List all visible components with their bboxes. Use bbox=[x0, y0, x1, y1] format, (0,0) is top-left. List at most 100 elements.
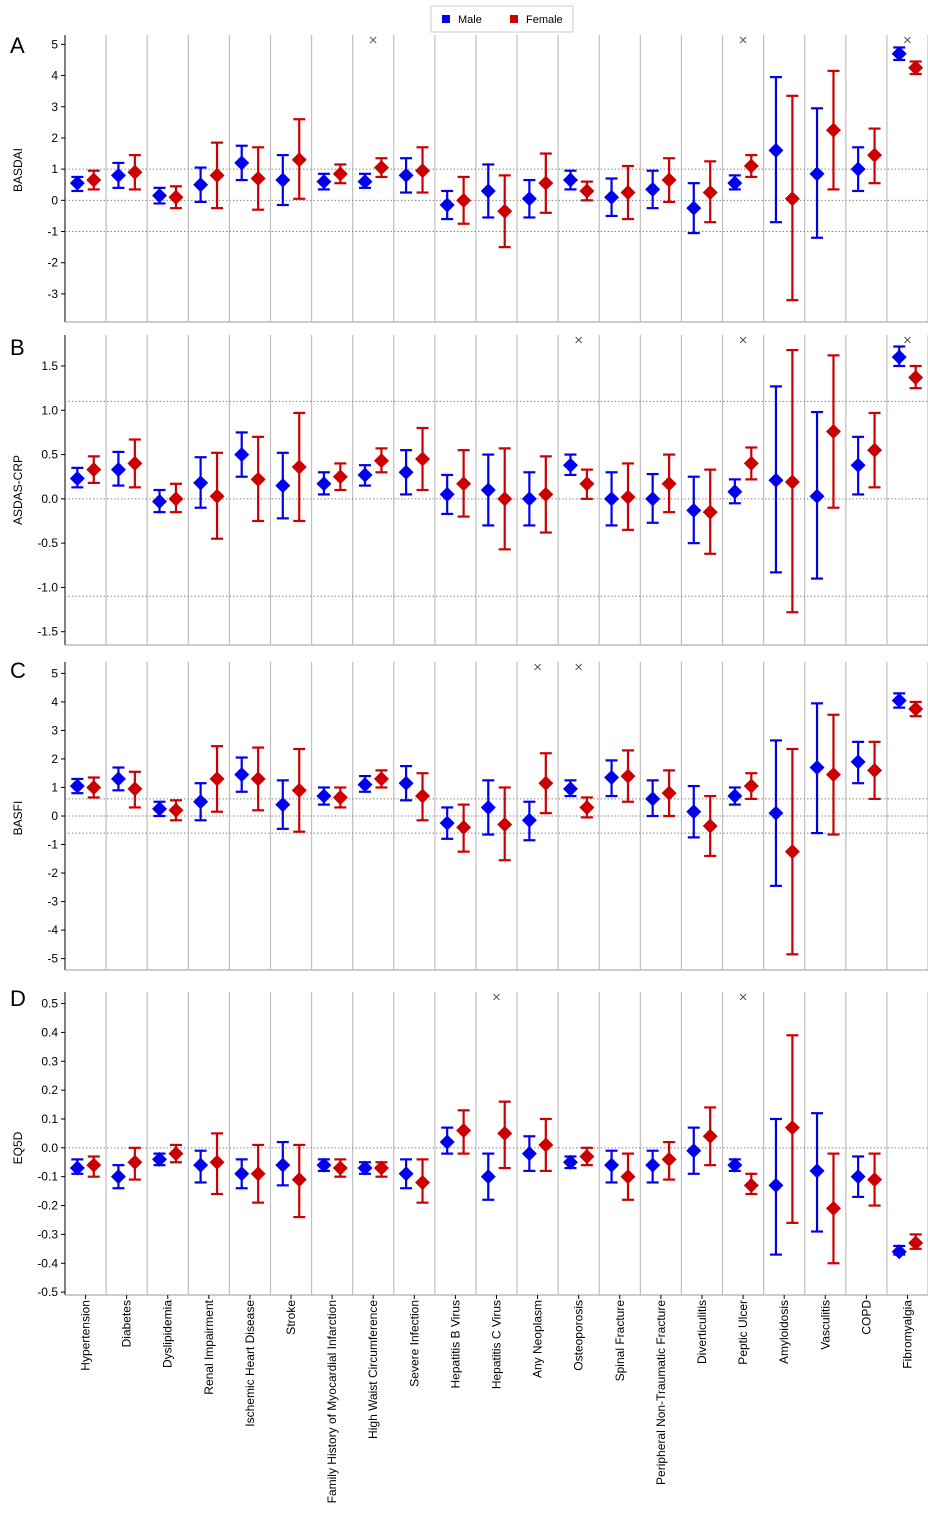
point-male-hepatitis-c-virus bbox=[480, 453, 496, 527]
estimate-diamond bbox=[809, 488, 825, 504]
estimate-diamond bbox=[316, 788, 332, 804]
point-female-osteoporosis bbox=[579, 468, 595, 500]
estimate-diamond bbox=[127, 164, 143, 180]
significance-mark-stroke bbox=[739, 336, 747, 344]
estimate-diamond bbox=[702, 818, 718, 834]
estimate-diamond bbox=[373, 771, 389, 787]
estimate-diamond bbox=[891, 46, 907, 62]
estimate-diamond bbox=[661, 476, 677, 492]
point-male-osteoporosis bbox=[562, 1154, 578, 1170]
point-female-ischemic-heart-disease bbox=[250, 146, 266, 211]
y-tick-label: 0.2 bbox=[41, 1083, 58, 1097]
point-male-high-waist-circumference bbox=[357, 1160, 373, 1176]
y-tick-label: -3 bbox=[47, 895, 58, 909]
estimate-diamond bbox=[415, 163, 431, 179]
estimate-diamond bbox=[209, 771, 225, 787]
y-tick-label: 0.5 bbox=[41, 997, 58, 1011]
x-tick-label-severe-infection: Severe Infection bbox=[407, 1300, 421, 1387]
point-female-spinal-fracture bbox=[620, 1152, 636, 1201]
estimate-diamond bbox=[439, 1134, 455, 1150]
estimate-diamond bbox=[69, 778, 85, 794]
estimate-diamond bbox=[784, 1120, 800, 1136]
panel-letter-d: D bbox=[10, 986, 26, 1011]
estimate-diamond bbox=[661, 785, 677, 801]
significance-mark bbox=[739, 36, 747, 44]
point-male-stroke bbox=[275, 451, 291, 520]
estimate-diamond bbox=[234, 447, 250, 463]
point-female-vasculitis bbox=[825, 1152, 841, 1265]
point-female-family-history-of-myocardial-infarction bbox=[332, 462, 348, 492]
y-tick-label: 0 bbox=[51, 809, 58, 823]
y-axis-label-basdai: BASDAI bbox=[11, 148, 25, 192]
estimate-diamond bbox=[415, 1174, 431, 1190]
y-tick-label: 4 bbox=[51, 69, 58, 83]
point-female-spinal-fracture bbox=[620, 462, 636, 531]
point-female-peptic-ulcer bbox=[743, 446, 759, 481]
estimate-diamond bbox=[521, 1146, 537, 1162]
y-tick-label: -5 bbox=[47, 952, 58, 966]
estimate-diamond bbox=[127, 1154, 143, 1170]
legend-label-male: Male bbox=[458, 14, 482, 26]
point-female-ischemic-heart-disease bbox=[250, 1143, 266, 1204]
point-female-any-neoplasm bbox=[538, 152, 554, 214]
point-female-spinal-fracture bbox=[620, 749, 636, 803]
estimate-diamond bbox=[456, 1123, 472, 1139]
estimate-diamond bbox=[661, 1151, 677, 1167]
significance-mark-stroke bbox=[534, 663, 541, 671]
estimate-diamond bbox=[456, 192, 472, 208]
point-female-family-history-of-myocardial-infarction bbox=[332, 786, 348, 809]
significance-mark-stroke bbox=[904, 336, 911, 344]
x-tick-label-hypertension: Hypertension bbox=[79, 1300, 93, 1371]
estimate-diamond bbox=[456, 819, 472, 835]
point-male-copd bbox=[850, 740, 866, 785]
estimate-diamond bbox=[661, 172, 677, 188]
point-female-amyloidosis bbox=[784, 1034, 800, 1224]
estimate-diamond bbox=[562, 1154, 578, 1170]
estimate-diamond bbox=[825, 1200, 841, 1216]
y-tick-label: -0.4 bbox=[37, 1256, 58, 1270]
estimate-diamond bbox=[768, 142, 784, 158]
estimate-diamond bbox=[152, 494, 168, 510]
point-female-family-history-of-myocardial-infarction bbox=[332, 163, 348, 185]
point-female-severe-infection bbox=[415, 772, 431, 822]
point-male-dyslipidemia bbox=[152, 1151, 168, 1167]
point-female-diabetes bbox=[127, 770, 143, 809]
x-tick-label-spinal-fracture: Spinal Fracture bbox=[613, 1300, 627, 1382]
estimate-diamond bbox=[69, 175, 85, 191]
point-female-severe-infection bbox=[415, 426, 431, 492]
estimate-diamond bbox=[291, 1172, 307, 1188]
y-tick-label: 0.0 bbox=[41, 1141, 58, 1155]
point-male-any-neoplasm bbox=[521, 178, 537, 219]
estimate-diamond bbox=[743, 1177, 759, 1193]
point-male-vasculitis bbox=[809, 107, 825, 239]
y-tick-label: 1.5 bbox=[41, 359, 58, 373]
estimate-diamond bbox=[168, 1146, 184, 1162]
significance-mark bbox=[534, 663, 541, 671]
x-tick-label-ischemic-heart-disease: Ischemic Heart Disease bbox=[243, 1300, 257, 1427]
estimate-diamond bbox=[645, 1157, 661, 1173]
estimate-diamond bbox=[152, 188, 168, 204]
significance-mark bbox=[739, 336, 747, 344]
point-male-peptic-ulcer bbox=[727, 1157, 743, 1173]
estimate-diamond bbox=[357, 777, 373, 793]
point-male-vasculitis bbox=[809, 410, 825, 580]
point-male-family-history-of-myocardial-infarction bbox=[316, 471, 332, 496]
point-female-vasculitis bbox=[825, 69, 841, 191]
point-female-copd bbox=[867, 740, 883, 800]
point-male-renal-impairment bbox=[193, 1149, 209, 1184]
point-male-peripheral-non-traumatic-fracture bbox=[645, 472, 661, 524]
y-tick-label: -2 bbox=[47, 866, 58, 880]
estimate-diamond bbox=[497, 817, 513, 833]
point-male-fibromyalgia bbox=[891, 345, 907, 368]
y-tick-label: 0.1 bbox=[41, 1112, 58, 1126]
point-male-family-history-of-myocardial-infarction bbox=[316, 786, 332, 806]
legend: Male Female bbox=[430, 5, 574, 33]
estimate-diamond bbox=[127, 781, 143, 797]
y-tick-label: 5 bbox=[51, 666, 58, 680]
point-female-ischemic-heart-disease bbox=[250, 746, 266, 812]
point-male-diabetes bbox=[110, 450, 126, 487]
point-female-diabetes bbox=[127, 438, 143, 489]
estimate-diamond bbox=[686, 502, 702, 518]
point-male-peripheral-non-traumatic-fracture bbox=[645, 779, 661, 818]
